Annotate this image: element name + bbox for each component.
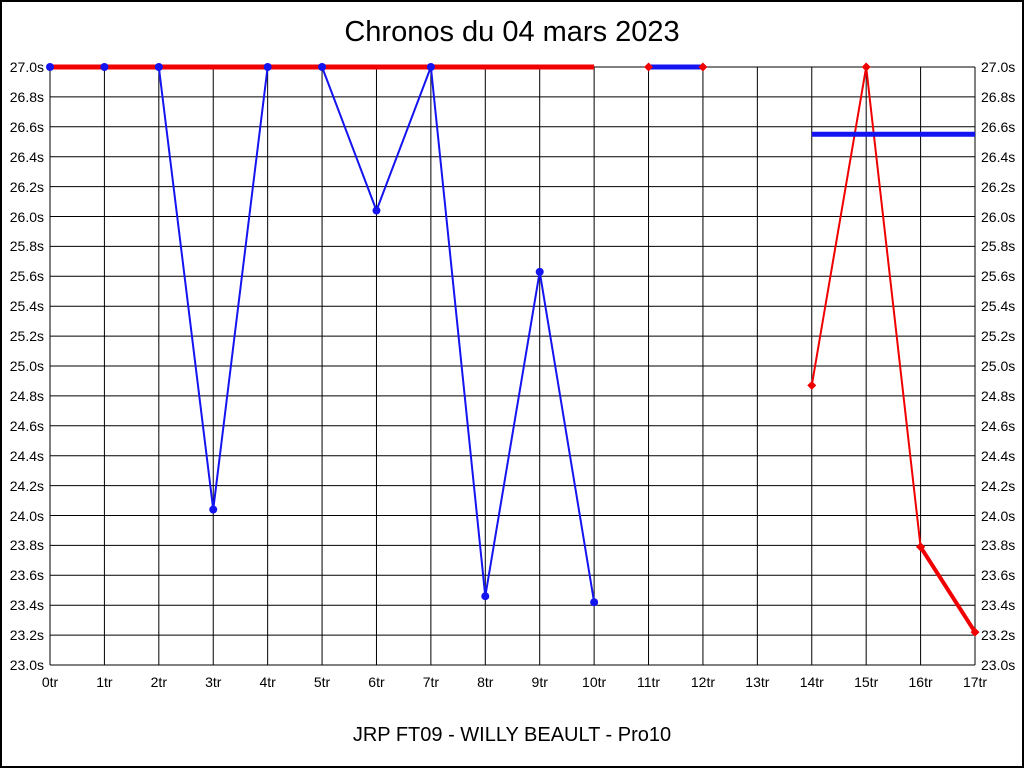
y-tick-label-left: 25.4s: [9, 298, 44, 315]
x-tick-label: 13tr: [745, 674, 770, 690]
y-tick-label-left: 23.0s: [9, 657, 44, 673]
y-tick-label-left: 23.6s: [9, 567, 44, 584]
y-tick-label-right: 24.2s: [981, 477, 1016, 494]
y-tick-label-left: 23.8s: [9, 537, 44, 554]
x-tick-label: 10tr: [582, 674, 607, 690]
x-tick-label: 8tr: [477, 674, 494, 690]
chart-subtitle: JRP FT09 - WILLY BEAULT - Pro10: [352, 724, 672, 746]
y-tick-label-left: 24.0s: [9, 507, 44, 524]
y-tick-label-right: 24.0s: [981, 507, 1016, 524]
y-tick-label-right: 23.4s: [981, 597, 1016, 614]
y-tick-label-left: 25.0s: [9, 358, 44, 374]
x-tick-label: 9tr: [531, 674, 548, 690]
y-tick-label-right: 23.6s: [981, 567, 1016, 584]
x-tick-label: 0tr: [41, 674, 59, 690]
y-tick-label-left: 26.8s: [9, 88, 44, 105]
chart-title: Chronos du 04 mars 2023: [344, 16, 680, 48]
y-tick-label-left: 24.2s: [9, 477, 44, 494]
y-tick-label-right: 24.4s: [981, 447, 1016, 464]
y-tick-label-left: 24.6s: [9, 417, 44, 434]
y-tick-label-right: 23.8s: [981, 537, 1016, 554]
y-tick-label-left: 26.4s: [9, 148, 44, 165]
y-tick-label-right: 24.6s: [981, 417, 1016, 434]
y-tick-label-left: 25.6s: [9, 268, 44, 285]
x-tick-label: 4tr: [259, 674, 276, 690]
x-tick-label: 6tr: [368, 674, 385, 690]
y-tick-label-left: 26.6s: [9, 118, 44, 135]
x-tick-label: 3tr: [205, 674, 222, 690]
x-tick-label: 17tr: [962, 674, 988, 690]
x-tick-label: 5tr: [313, 674, 331, 690]
x-tick-label: 12tr: [690, 674, 715, 690]
x-tick-label: 14tr: [799, 674, 824, 690]
y-tick-label-right: 25.0s: [981, 358, 1016, 374]
y-tick-label-right: 26.4s: [981, 148, 1016, 165]
y-tick-label-right: 25.2s: [981, 328, 1016, 345]
y-tick-label-right: 27.0s: [981, 59, 1016, 75]
x-tick-label: 15tr: [854, 674, 879, 690]
y-tick-label-left: 25.8s: [9, 238, 44, 255]
y-tick-label-right: 23.0s: [981, 657, 1016, 673]
y-tick-label-right: 23.2s: [981, 627, 1016, 644]
y-tick-label-left: 26.0s: [9, 208, 44, 225]
y-tick-label-right: 25.8s: [981, 238, 1016, 255]
y-tick-label-left: 25.2s: [9, 328, 44, 345]
y-tick-label-right: 26.2s: [981, 178, 1016, 195]
y-tick-label-right: 26.6s: [981, 118, 1016, 135]
y-tick-label-left: 27.0s: [9, 59, 44, 75]
y-tick-label-right: 26.8s: [981, 88, 1016, 105]
x-tick-label: 7tr: [422, 674, 440, 690]
y-tick-label-left: 24.4s: [9, 447, 44, 464]
x-tick-label: 2tr: [150, 674, 167, 690]
y-tick-label-right: 26.0s: [981, 208, 1016, 225]
y-tick-label-right: 25.6s: [981, 268, 1016, 285]
y-tick-label-left: 24.8s: [9, 387, 44, 404]
y-tick-label-left: 26.2s: [9, 178, 44, 195]
y-tick-label-left: 23.4s: [9, 597, 44, 614]
y-tick-label-right: 25.4s: [981, 298, 1016, 315]
y-tick-label-right: 24.8s: [981, 387, 1016, 404]
x-tick-label: 11tr: [636, 674, 661, 690]
x-tick-label: 1tr: [96, 674, 113, 690]
x-tick-label: 16tr: [908, 674, 933, 690]
y-tick-label-left: 23.2s: [9, 627, 44, 644]
